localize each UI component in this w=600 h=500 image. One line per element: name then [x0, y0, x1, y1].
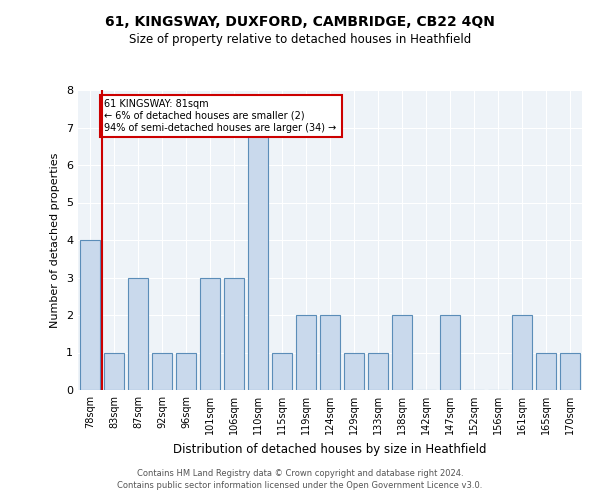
- Bar: [320, 315, 340, 390]
- Text: Size of property relative to detached houses in Heathfield: Size of property relative to detached ho…: [129, 32, 471, 46]
- Bar: [392, 315, 412, 390]
- Text: Contains public sector information licensed under the Open Government Licence v3: Contains public sector information licen…: [118, 481, 482, 490]
- Bar: [296, 315, 316, 390]
- Bar: [128, 278, 148, 390]
- Bar: [368, 352, 388, 390]
- Bar: [80, 240, 100, 390]
- Text: Contains HM Land Registry data © Crown copyright and database right 2024.: Contains HM Land Registry data © Crown c…: [137, 468, 463, 477]
- Bar: [560, 352, 580, 390]
- Bar: [176, 352, 196, 390]
- Bar: [152, 352, 172, 390]
- Bar: [200, 278, 220, 390]
- Text: 61, KINGSWAY, DUXFORD, CAMBRIDGE, CB22 4QN: 61, KINGSWAY, DUXFORD, CAMBRIDGE, CB22 4…: [105, 15, 495, 29]
- Bar: [248, 128, 268, 390]
- Text: Distribution of detached houses by size in Heathfield: Distribution of detached houses by size …: [173, 442, 487, 456]
- Bar: [536, 352, 556, 390]
- Bar: [224, 278, 244, 390]
- Text: 61 KINGSWAY: 81sqm
← 6% of detached houses are smaller (2)
94% of semi-detached : 61 KINGSWAY: 81sqm ← 6% of detached hous…: [104, 100, 337, 132]
- Bar: [272, 352, 292, 390]
- Bar: [440, 315, 460, 390]
- Y-axis label: Number of detached properties: Number of detached properties: [50, 152, 61, 328]
- Bar: [512, 315, 532, 390]
- Bar: [104, 352, 124, 390]
- Bar: [344, 352, 364, 390]
